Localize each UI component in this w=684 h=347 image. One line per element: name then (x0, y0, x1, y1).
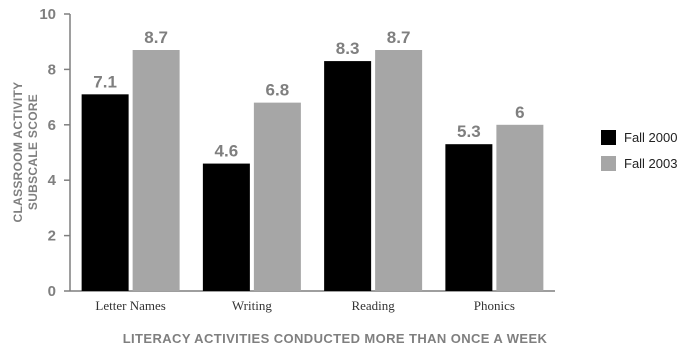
data-label: 7.1 (93, 72, 117, 91)
bars (81, 50, 544, 292)
x-tick-label: Phonics (474, 298, 515, 313)
data-label: 5.3 (457, 122, 481, 141)
bar-reading-fall-2003 (375, 50, 423, 292)
data-label: 4.6 (215, 142, 239, 161)
bar-phonics-fall-2000 (445, 144, 493, 291)
bar-reading-fall-2000 (324, 61, 372, 292)
legend: Fall 2000 Fall 2003 (601, 130, 677, 171)
x-tick-label: Reading (351, 298, 395, 313)
bar-letter-names-fall-2000 (81, 94, 129, 291)
data-label: 8.7 (387, 28, 411, 47)
data-labels: 7.1 8.7 4.6 6.8 8.3 8.7 5.3 6 (93, 28, 524, 161)
legend-swatch (601, 130, 616, 145)
x-axis-title: LITERACY ACTIVITIES CONDUCTED MORE THAN … (123, 331, 548, 346)
x-axis-ticks: Letter Names Writing Reading Phonics (95, 298, 515, 313)
legend-swatch (601, 156, 616, 171)
y-tick-label: 0 (48, 283, 56, 300)
y-tick-label: 4 (48, 172, 57, 189)
data-label: 6.8 (266, 81, 290, 100)
y-tick-label: 8 (48, 61, 56, 78)
legend-label: Fall 2000 (624, 130, 677, 145)
legend-label: Fall 2003 (624, 156, 677, 171)
y-axis-ticks: 0 2 4 6 8 10 (39, 6, 70, 300)
bar-phonics-fall-2003 (496, 124, 544, 291)
y-tick-label: 6 (48, 117, 56, 134)
bar-writing-fall-2000 (202, 163, 250, 291)
data-label: 8.7 (144, 28, 168, 47)
data-label: 8.3 (336, 39, 360, 58)
y-axis-title-line-2: SUBSCALE SCORE (26, 94, 40, 210)
x-tick-label: Letter Names (95, 298, 165, 313)
y-axis-title-line-1: CLASSROOM ACTIVITY (11, 82, 25, 223)
y-tick-label: 10 (39, 6, 56, 23)
x-tick-label: Writing (232, 298, 272, 313)
bar-writing-fall-2003 (253, 102, 301, 291)
data-label: 6 (515, 103, 524, 122)
bar-letter-names-fall-2003 (132, 50, 180, 292)
y-tick-label: 2 (48, 228, 56, 245)
y-axis-title: CLASSROOM ACTIVITY SUBSCALE SCORE (11, 82, 40, 223)
